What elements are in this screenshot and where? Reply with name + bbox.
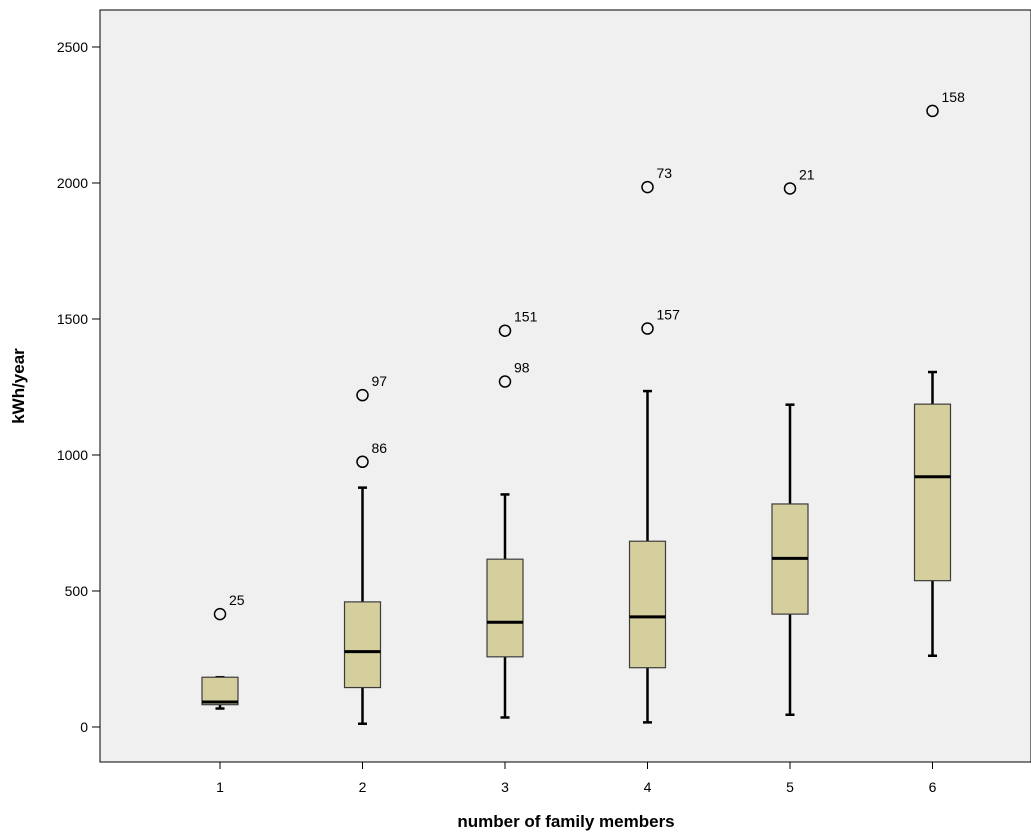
outlier-point xyxy=(213,607,227,621)
outlier-point xyxy=(498,375,512,388)
y-tick-label: 2000 xyxy=(57,175,88,191)
box-group xyxy=(201,675,239,710)
x-tick-label: 4 xyxy=(644,779,652,795)
box-marks: 25 86 97 98 151 157 73 21 158 xyxy=(201,89,966,725)
iqr-box xyxy=(343,601,382,689)
box-group xyxy=(771,403,809,717)
outlier-point xyxy=(926,104,939,118)
outlier-label: 86 xyxy=(372,440,388,456)
x-tick-label: 3 xyxy=(501,779,509,795)
iqr-box xyxy=(913,403,952,582)
x-tick-label: 2 xyxy=(359,779,367,795)
outlier-label: 151 xyxy=(514,309,538,325)
box-group xyxy=(486,493,524,719)
outlier-point xyxy=(356,455,369,469)
y-axis-title: kWh/year xyxy=(9,348,28,424)
x-axis-title: number of family members xyxy=(457,812,674,831)
iqr-box xyxy=(486,558,524,658)
plot-area xyxy=(99,9,1031,763)
x-tick-label: 5 xyxy=(786,779,794,795)
iqr-box xyxy=(628,540,667,669)
y-tick-label: 2500 xyxy=(57,39,88,55)
outlier-label: 25 xyxy=(229,592,245,608)
outlier-point xyxy=(498,324,512,337)
box-group xyxy=(913,370,952,657)
y-tick-label: 500 xyxy=(65,583,89,599)
outlier-label: 97 xyxy=(372,373,388,389)
y-tick-label: 0 xyxy=(80,719,88,735)
box-group xyxy=(343,486,382,725)
x-tick-label: 6 xyxy=(929,779,937,795)
x-axis: 1 2 3 4 5 6 xyxy=(216,762,937,795)
y-tick-label: 1000 xyxy=(57,447,88,463)
outlier-label: 157 xyxy=(657,307,681,323)
outlier-point xyxy=(641,322,654,335)
outlier-label: 98 xyxy=(514,360,530,376)
outlier-label: 21 xyxy=(799,166,815,182)
outlier-point xyxy=(641,180,654,194)
box-group xyxy=(628,389,667,724)
outlier-point xyxy=(356,388,369,402)
outlier-label: 158 xyxy=(942,89,966,105)
iqr-box xyxy=(201,676,239,706)
x-tick-label: 1 xyxy=(216,779,224,795)
outlier-point xyxy=(783,182,797,195)
outlier-label: 73 xyxy=(657,165,673,181)
y-tick-label: 1500 xyxy=(57,311,88,327)
y-axis: 0 500 1000 1500 2000 2500 xyxy=(57,39,100,735)
